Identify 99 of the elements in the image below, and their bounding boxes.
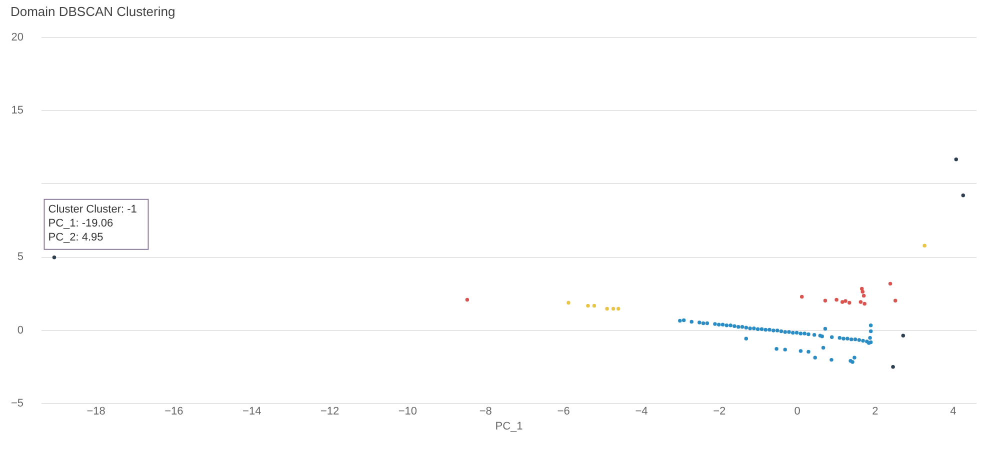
x-tick-label: −4 <box>635 406 648 418</box>
x-tick-label: −8 <box>479 406 492 418</box>
point <box>840 300 844 304</box>
point <box>891 364 895 369</box>
point <box>922 244 926 248</box>
point <box>800 294 804 299</box>
point <box>834 298 838 302</box>
x-tick-label: −14 <box>242 406 262 418</box>
x-tick-label: 4 <box>950 406 956 418</box>
point <box>724 324 729 328</box>
point <box>701 321 706 326</box>
point <box>779 329 784 334</box>
point <box>852 356 856 360</box>
point <box>465 298 470 302</box>
point <box>728 324 732 328</box>
point <box>893 298 898 303</box>
x-tick-label: −2 <box>713 406 726 418</box>
x-tick-label: 2 <box>872 406 878 418</box>
point <box>605 306 609 311</box>
point <box>744 326 748 330</box>
point <box>764 328 768 332</box>
point <box>798 349 803 353</box>
y-tick-label: 5 <box>17 251 24 264</box>
point <box>844 299 848 303</box>
x-tick-label: −16 <box>164 406 184 418</box>
point <box>868 329 873 334</box>
point <box>566 300 570 305</box>
point <box>862 302 866 306</box>
point <box>772 328 776 332</box>
point <box>794 330 799 335</box>
y-tick-label: 15 <box>11 104 24 117</box>
point <box>713 322 717 326</box>
point <box>830 358 834 362</box>
point <box>740 325 744 329</box>
point <box>717 322 721 327</box>
point <box>848 300 852 305</box>
point <box>732 324 736 328</box>
point <box>823 326 828 331</box>
x-axis-title: PC_1 <box>495 420 523 432</box>
point <box>736 325 740 329</box>
point <box>592 304 596 308</box>
point <box>586 304 590 308</box>
point <box>821 346 826 350</box>
point <box>774 346 778 351</box>
point <box>768 328 772 332</box>
point <box>868 336 872 340</box>
point <box>52 255 56 260</box>
point <box>846 336 850 340</box>
point <box>678 318 682 323</box>
point <box>861 338 865 343</box>
point <box>787 330 791 334</box>
point <box>857 338 861 342</box>
point <box>783 330 787 334</box>
point <box>888 282 892 286</box>
point <box>849 337 854 342</box>
point <box>690 320 694 324</box>
point <box>698 320 702 324</box>
point <box>961 194 966 198</box>
point <box>901 334 906 338</box>
point <box>806 350 810 354</box>
point <box>611 306 616 311</box>
y-tick-label: −5 <box>10 398 24 410</box>
point <box>862 294 866 298</box>
x-tick-label: 0 <box>794 406 800 418</box>
point <box>616 306 620 311</box>
point <box>705 321 710 326</box>
point <box>853 337 858 342</box>
x-tick-label: −12 <box>320 406 340 418</box>
point <box>760 327 764 331</box>
point <box>860 290 864 294</box>
point <box>813 356 817 360</box>
point <box>830 335 834 339</box>
point <box>812 333 816 337</box>
point <box>860 286 864 291</box>
y-tick-label: 0 <box>17 324 24 336</box>
point <box>791 330 795 335</box>
y-tick-label: 20 <box>11 32 24 44</box>
point <box>806 332 810 336</box>
x-tick-label: −18 <box>86 406 106 418</box>
point <box>802 332 806 336</box>
point <box>720 322 725 327</box>
point <box>775 328 780 332</box>
point <box>682 318 686 322</box>
point <box>783 348 787 352</box>
point <box>858 300 863 304</box>
x-tick-label: −10 <box>398 406 418 418</box>
x-tick-label: −6 <box>557 406 570 418</box>
point <box>744 336 748 340</box>
point <box>798 332 803 336</box>
point <box>868 324 873 328</box>
point <box>838 336 842 340</box>
point <box>756 327 760 331</box>
point <box>842 336 846 340</box>
point <box>823 298 828 303</box>
point <box>748 326 752 330</box>
point <box>954 158 958 162</box>
annotation: Cluster Cluster: -1 PC_1: -19.06 PC_2: 4.95 <box>48 203 137 244</box>
chart-title: Domain DBSCAN Clustering <box>10 4 176 19</box>
point <box>752 326 756 330</box>
